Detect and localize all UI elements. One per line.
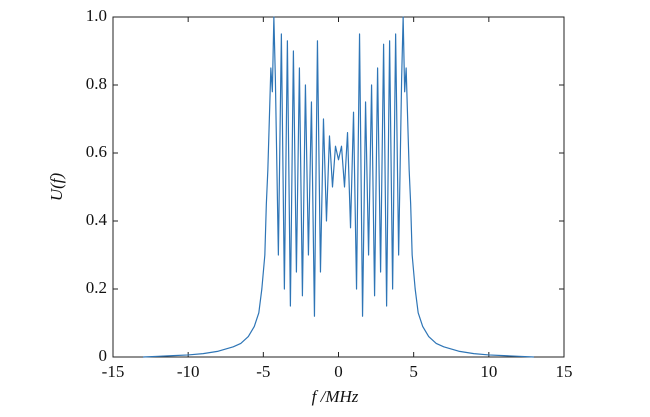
y-tick-label: 0.2 — [86, 278, 107, 297]
spectrum-line — [143, 16, 534, 358]
y-tick-label: 1.0 — [86, 6, 107, 25]
x-tick-label: 0 — [334, 362, 343, 381]
x-tick-label: -10 — [177, 362, 200, 381]
y-axis-label: U(f) — [47, 173, 66, 202]
x-tick-label: -5 — [256, 362, 270, 381]
x-axis-label: f /MHz — [312, 387, 359, 406]
x-tick-label: 15 — [556, 362, 573, 381]
plot-frame — [112, 16, 565, 358]
x-tick-label: 10 — [480, 362, 497, 381]
y-tick-label: 0.8 — [86, 74, 107, 93]
x-tick-label: 5 — [409, 362, 418, 381]
x-tick-label: -15 — [102, 362, 125, 381]
y-tick-label: 0.4 — [86, 210, 108, 229]
y-tick-label: 0 — [99, 346, 108, 365]
y-tick-label: 0.6 — [86, 142, 107, 161]
